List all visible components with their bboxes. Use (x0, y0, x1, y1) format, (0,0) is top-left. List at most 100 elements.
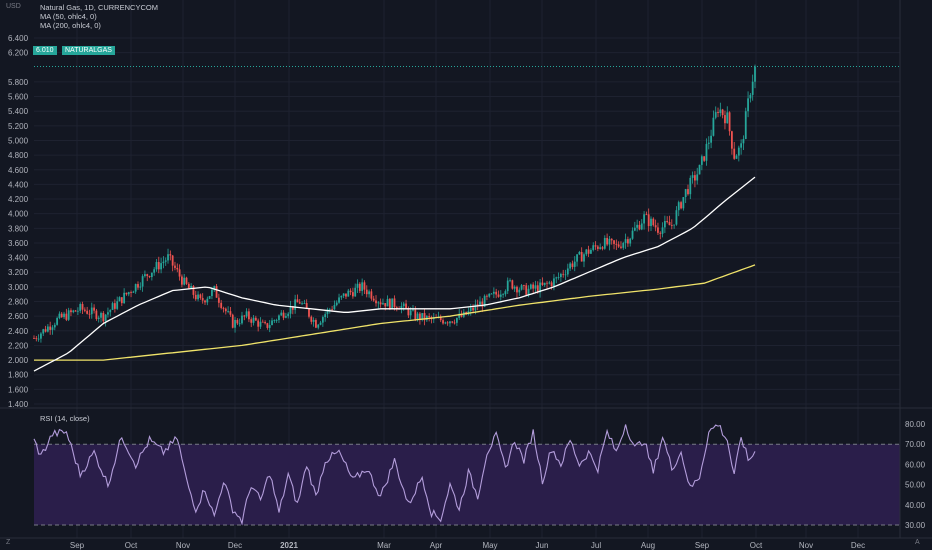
candle-body (245, 311, 248, 317)
price-tick-label: 5.200 (8, 122, 29, 131)
candle-body (231, 314, 234, 328)
candle-body (111, 303, 114, 310)
price-tick-label: 2.000 (8, 356, 29, 365)
candle-body (294, 299, 297, 310)
candle-body (513, 286, 516, 289)
chart-legend: Natural Gas, 1D, CURRENCYCOM MA (50, ohl… (40, 3, 158, 30)
candle-body (534, 285, 537, 289)
candle-body (296, 299, 299, 303)
candle-body (497, 294, 500, 297)
last-price-value: 6.010 (36, 47, 54, 54)
candle-body (536, 285, 539, 293)
candle-body (77, 310, 79, 312)
candle-body (317, 324, 320, 328)
candle-body (474, 304, 477, 311)
candle-body (37, 338, 40, 340)
candle-body (541, 282, 544, 285)
candle-body (523, 285, 525, 286)
candle-body (499, 294, 502, 297)
candle-body (178, 269, 181, 277)
candle-body (622, 242, 625, 248)
time-tick-label: Oct (125, 541, 138, 550)
time-tick-label: Aug (641, 541, 655, 550)
price-tick-label: 5.800 (8, 78, 29, 87)
candle-body (707, 142, 710, 144)
rsi-tick-label: 70.00 (905, 440, 926, 449)
candle-body (555, 277, 558, 279)
candle-body (562, 273, 565, 275)
candle-body (550, 282, 553, 287)
candle-body (266, 323, 269, 328)
candle-body (72, 310, 75, 313)
candle-body (571, 263, 574, 267)
time-tick-label: Jun (536, 541, 549, 550)
auto-scale-button[interactable]: A (915, 539, 920, 546)
candle-body (652, 218, 655, 226)
candle-body (365, 289, 368, 295)
candle-body (257, 320, 260, 327)
ma50-legend[interactable]: MA (50, ohlc4, 0) (40, 12, 97, 21)
candle-body (368, 291, 370, 295)
currency-label[interactable]: USD (6, 3, 21, 10)
candle-body (405, 303, 407, 309)
candle-body (740, 143, 743, 148)
time-tick-label: Sep (70, 541, 85, 550)
candle-body (488, 293, 491, 297)
candle-body (280, 312, 283, 316)
candle-body (673, 224, 676, 226)
candle-body (520, 285, 523, 290)
candle-body (167, 254, 169, 261)
timezone-button[interactable]: Z (6, 539, 11, 546)
candle-body (328, 309, 331, 311)
candle-body (33, 338, 35, 339)
candle-body (298, 302, 301, 304)
candle-body (340, 295, 343, 298)
ma200-line (34, 264, 756, 361)
ma200-legend[interactable]: MA (200, ohlc4, 0) (40, 21, 101, 30)
candle-body (638, 224, 641, 230)
candle-body (486, 295, 488, 297)
candle-body (627, 239, 629, 244)
candle-body (287, 313, 290, 317)
price-tick-label: 2.800 (8, 298, 29, 307)
candle-body (548, 282, 551, 284)
candle-body (592, 245, 595, 250)
time-tick-label: May (482, 541, 497, 550)
candle-body (372, 298, 375, 301)
candle-body (377, 302, 380, 304)
candle-body (744, 111, 747, 140)
candle-body (164, 260, 167, 262)
candle-body (659, 232, 662, 234)
candle-body (747, 98, 749, 112)
candle-body (150, 272, 153, 278)
candle-body (601, 247, 604, 249)
rsi-title[interactable]: RSI (14, close) (40, 414, 90, 423)
candle-body (529, 284, 532, 289)
candle-body (264, 322, 266, 324)
candle-body (90, 307, 93, 315)
candle-body (74, 310, 77, 312)
candle-body (391, 298, 394, 309)
candle-body (361, 282, 364, 291)
candle-body (261, 321, 264, 323)
price-tick-label: 2.600 (8, 312, 29, 321)
candle-body (358, 283, 361, 291)
candle-body (342, 293, 345, 296)
candle-body (733, 148, 736, 159)
candle-body (580, 251, 583, 262)
candle-body (49, 326, 52, 330)
price-tick-label: 4.400 (8, 180, 29, 189)
candle-body (393, 298, 396, 308)
candle-body (615, 243, 618, 245)
candle-body (694, 175, 696, 181)
candle-body (120, 297, 123, 304)
candle-body (183, 277, 186, 285)
candle-body (40, 333, 42, 339)
symbol-title[interactable]: Natural Gas, 1D, CURRENCYCOM (40, 3, 158, 12)
candle-body (63, 313, 65, 318)
candle-body (680, 202, 682, 209)
candle-body (624, 239, 627, 243)
candle-body (100, 312, 102, 318)
candle-body (636, 224, 639, 228)
